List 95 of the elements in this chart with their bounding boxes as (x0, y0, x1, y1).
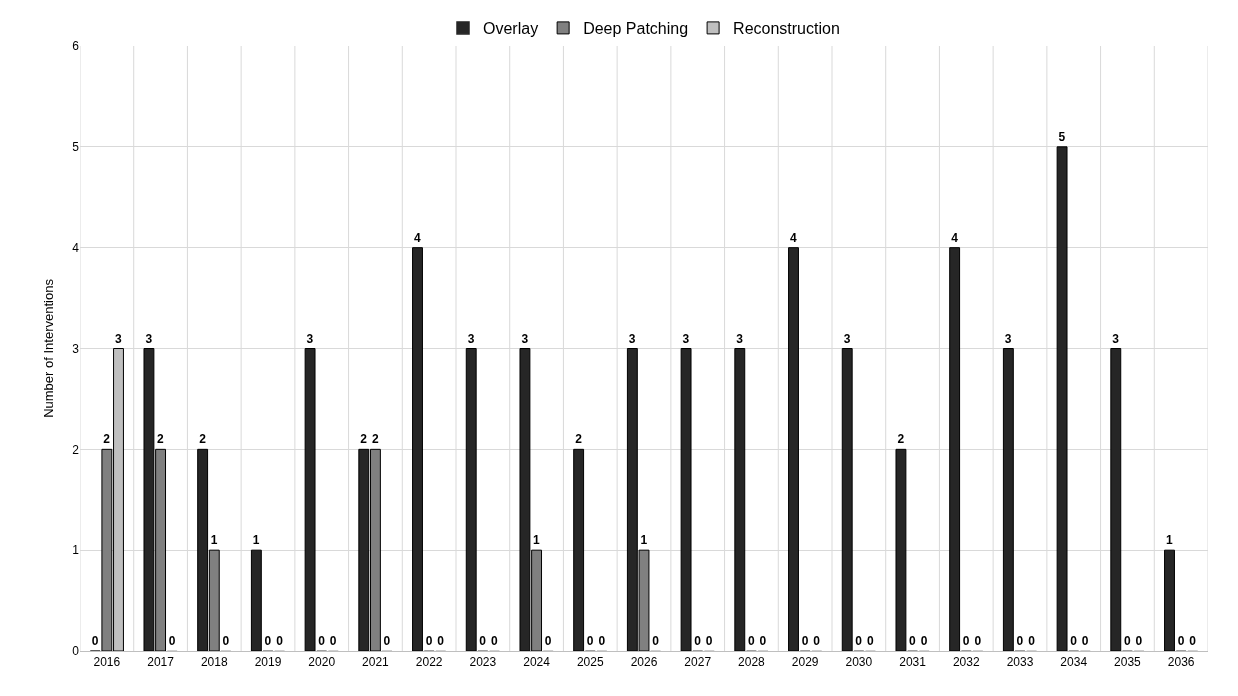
data-label: 0 (222, 634, 230, 648)
legend-label: Reconstruction (733, 20, 840, 38)
data-label: 3 (521, 331, 529, 346)
x-tick-label: 2016 (93, 655, 121, 670)
data-label: 0 (974, 634, 982, 648)
data-label: 0 (866, 634, 874, 648)
legend-label: Overlay (483, 20, 539, 38)
data-label: 0 (1189, 634, 1197, 648)
x-tick-label: 2019 (254, 655, 282, 670)
data-label: 3 (145, 331, 153, 346)
x-tick-label: 2024 (523, 655, 551, 670)
data-label: 4 (414, 230, 422, 245)
y-tick-label: 4 (72, 240, 80, 255)
data-label: 0 (1081, 634, 1089, 648)
data-label: 3 (114, 331, 122, 346)
x-tick-label: 2033 (1006, 655, 1034, 670)
data-label: 5 (1058, 129, 1066, 144)
data-label: 0 (1177, 634, 1185, 648)
x-tick-label: 2027 (684, 655, 712, 670)
data-label: 0 (318, 634, 326, 648)
data-label: 2 (360, 432, 368, 447)
x-tick-label: 2034 (1060, 655, 1088, 670)
x-tick-label: 2017 (147, 655, 175, 670)
x-tick-label: 2025 (576, 655, 604, 670)
data-label: 0 (801, 634, 809, 648)
x-tick-label: 2026 (630, 655, 658, 670)
data-label: 3 (1112, 331, 1120, 346)
data-label: 0 (1123, 634, 1131, 648)
data-label: 4 (790, 230, 798, 245)
y-tick-label: 0 (72, 644, 80, 659)
x-tick-label: 2028 (738, 655, 766, 670)
data-label: 0 (962, 634, 970, 648)
x-tick-label: 2029 (791, 655, 819, 670)
y-tick-label: 5 (72, 140, 80, 155)
data-label: 1 (533, 533, 541, 548)
x-tick-label: 2020 (308, 655, 336, 670)
data-label: 0 (747, 634, 755, 648)
x-tick-label: 2031 (899, 655, 927, 670)
data-label: 3 (682, 331, 690, 346)
data-label: 2 (103, 432, 111, 447)
data-label: 3 (467, 331, 475, 346)
data-label: 2 (897, 432, 905, 447)
data-label: 0 (909, 634, 917, 648)
data-label: 3 (628, 331, 636, 346)
data-label: 0 (425, 634, 433, 648)
data-label: 0 (759, 634, 767, 648)
data-label: 0 (383, 634, 391, 648)
y-tick-label: 6 (72, 39, 80, 54)
data-label: 1 (252, 533, 260, 548)
x-tick-label: 2018 (200, 655, 228, 670)
data-label: 2 (371, 432, 379, 447)
data-label: 3 (306, 331, 314, 346)
data-label: 4 (951, 230, 959, 245)
data-label: 0 (168, 634, 176, 648)
data-label: 2 (575, 432, 583, 447)
x-tick-label: 2022 (415, 655, 443, 670)
y-tick-label: 2 (72, 442, 80, 457)
data-label: 3 (843, 331, 851, 346)
data-label: 2 (157, 432, 165, 447)
data-label: 0 (586, 634, 594, 648)
x-tick-label: 2032 (952, 655, 980, 670)
x-tick-label: 2036 (1167, 655, 1195, 670)
y-tick-label: 1 (72, 543, 80, 558)
data-label: 2 (199, 432, 207, 447)
data-label: 0 (437, 634, 445, 648)
legend-label: Deep Patching (583, 20, 689, 38)
data-label: 0 (1016, 634, 1024, 648)
data-label: 1 (1166, 533, 1174, 548)
data-label: 0 (479, 634, 487, 648)
data-label: 0 (705, 634, 713, 648)
data-label: 0 (1135, 634, 1143, 648)
y-tick-label: 3 (72, 341, 80, 356)
x-tick-label: 2030 (845, 655, 873, 670)
data-label: 0 (91, 634, 99, 648)
data-label: 0 (1070, 634, 1078, 648)
data-label: 0 (1028, 634, 1036, 648)
data-label: 0 (544, 634, 552, 648)
data-label: 3 (736, 331, 744, 346)
data-label: 0 (694, 634, 702, 648)
data-label: 1 (640, 533, 648, 548)
data-label: 0 (652, 634, 660, 648)
x-tick-label: 2023 (469, 655, 497, 670)
data-label: 0 (920, 634, 928, 648)
data-label: 0 (855, 634, 863, 648)
data-label: 0 (329, 634, 337, 648)
x-tick-label: 2021 (362, 655, 390, 670)
data-label: 0 (264, 634, 272, 648)
y-axis-title: Number of Interventions (41, 278, 57, 418)
data-label: 0 (598, 634, 606, 648)
data-label: 0 (276, 634, 284, 648)
x-tick-label: 2035 (1114, 655, 1142, 670)
data-label: 1 (210, 533, 218, 548)
data-label: 3 (1004, 331, 1012, 346)
data-label: 0 (813, 634, 821, 648)
data-label: 0 (490, 634, 498, 648)
